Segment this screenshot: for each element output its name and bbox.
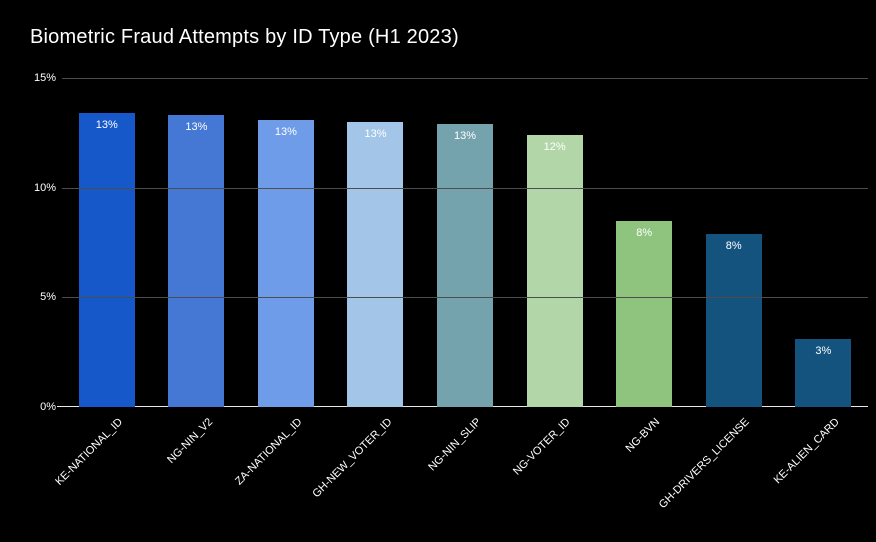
y-axis-tick-label: 0% bbox=[40, 401, 56, 413]
bar-ng-nin_v2[interactable]: 13% bbox=[168, 115, 225, 407]
x-axis-category-label: KE-ALIEN_CARD bbox=[771, 416, 842, 487]
bar-value-label: 12% bbox=[543, 141, 566, 154]
gridline-10pct bbox=[62, 187, 868, 189]
bar-value-label: 13% bbox=[274, 125, 297, 138]
bar-value-label: 13% bbox=[454, 130, 477, 143]
gridline-5pct bbox=[62, 297, 868, 299]
bar-value-label: 3% bbox=[815, 345, 832, 358]
bar-slot: 13% NG-NIN_SLIP bbox=[420, 78, 510, 473]
bar-ng-voter_id[interactable]: 12% bbox=[526, 135, 583, 407]
bar-series: 13% KE-NATIONAL_ID 13% NG-NIN_V2 13% ZA-NATIO… bbox=[53, 78, 869, 511]
x-axis-category-label: NG-NIN_V2 bbox=[164, 416, 215, 466]
x-axis-category-label: KE-NATIONAL_ID bbox=[53, 416, 126, 488]
x-axis-category-label: GH-NEW_VOTER_ID bbox=[309, 416, 394, 501]
bar-slot: 12% NG-VOTER_ID bbox=[510, 78, 600, 478]
x-axis-category-label: NG-VOTER_ID bbox=[511, 416, 574, 478]
x-axis-category-label: GH-DRIVERS_LICENSE bbox=[657, 416, 753, 511]
bar-slot: 13% GH-NEW_VOTER_ID bbox=[310, 78, 421, 500]
y-axis-tick-label: 15% bbox=[33, 72, 56, 84]
bar-gh-new_voter_id[interactable]: 13% bbox=[347, 121, 404, 407]
plot-area: 13% KE-NATIONAL_ID 13% NG-NIN_V2 13% ZA-NATIO… bbox=[53, 78, 869, 511]
y-axis-tick-label: 5% bbox=[40, 291, 56, 304]
gridline-15pct bbox=[62, 78, 868, 79]
bar-slot: 8% GH-DRIVERS_LICENSE bbox=[657, 78, 779, 511]
bar-slot: 8% NG-BVN bbox=[599, 78, 689, 455]
bar-slot: 13% KE-NATIONAL_ID bbox=[53, 78, 152, 488]
bar-value-label: 13% bbox=[364, 127, 387, 140]
y-axis-tick-label: 10% bbox=[33, 181, 56, 194]
bar-ke-alien_card[interactable]: 3% bbox=[795, 339, 852, 407]
bar-slot: 13% NG-NIN_V2 bbox=[152, 78, 242, 466]
bar-za-national_id[interactable]: 13% bbox=[257, 119, 314, 407]
bar-gh-drivers_license[interactable]: 8% bbox=[705, 233, 762, 407]
bar-value-label: 8% bbox=[636, 226, 653, 239]
x-axis-category-label: NG-NIN_SLIP bbox=[426, 416, 484, 474]
x-axis-category-label: NG-BVN bbox=[623, 416, 663, 455]
bar-ng-bvn[interactable]: 8% bbox=[616, 220, 673, 407]
bar-ke-national_id[interactable]: 13% bbox=[78, 113, 135, 407]
bar-value-label: 8% bbox=[725, 239, 742, 252]
bar-value-label: 13% bbox=[185, 121, 208, 134]
chart-title: Biometric Fraud Attempts by ID Type (H1 … bbox=[30, 26, 459, 48]
x-axis-category-label: ZA-NATIONAL_ID bbox=[232, 416, 305, 488]
bar-slot: 3% KE-ALIEN_CARD bbox=[771, 78, 869, 486]
bar-slot: 13% ZA-NATIONAL_ID bbox=[233, 78, 331, 487]
bar-ng-nin_slip[interactable]: 13% bbox=[437, 124, 494, 407]
bar-value-label: 13% bbox=[95, 119, 118, 132]
